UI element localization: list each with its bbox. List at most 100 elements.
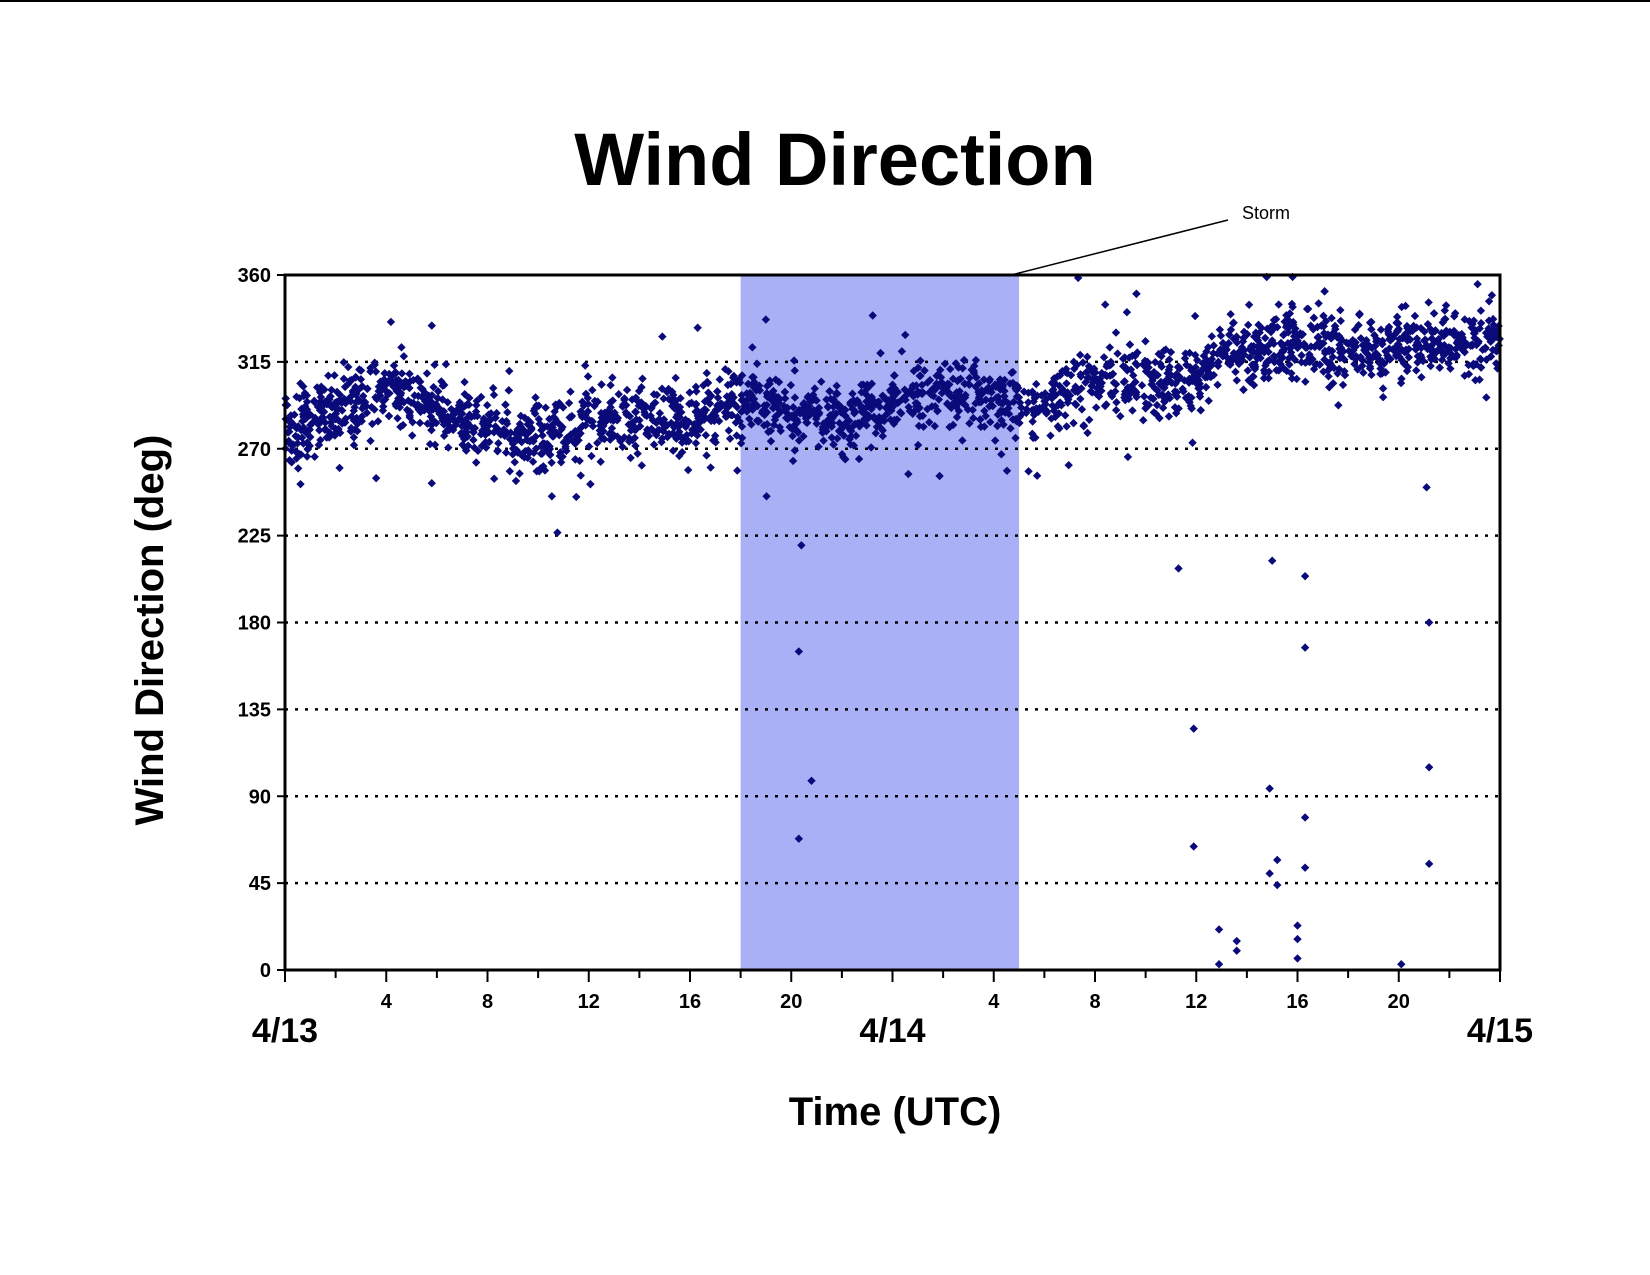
data-point — [1165, 394, 1175, 403]
data-point — [914, 421, 924, 431]
data-point — [1356, 334, 1366, 343]
data-point — [1297, 351, 1306, 360]
data-point — [1055, 381, 1064, 391]
data-point — [822, 395, 831, 404]
data-point — [810, 384, 819, 393]
data-point — [335, 463, 344, 473]
data-point — [757, 408, 767, 418]
data-point — [373, 417, 383, 426]
data-point — [543, 439, 552, 449]
data-point — [913, 387, 923, 397]
data-point — [710, 431, 720, 440]
data-point — [760, 401, 769, 410]
data-point — [668, 394, 678, 404]
data-point — [1139, 415, 1148, 425]
data-point — [1017, 409, 1026, 419]
data-point — [983, 386, 993, 396]
data-point — [1076, 370, 1085, 379]
data-point — [737, 422, 747, 431]
data-point — [1153, 370, 1162, 380]
data-point — [649, 440, 659, 449]
data-point — [503, 408, 512, 417]
data-point — [1449, 352, 1459, 362]
data-point — [979, 375, 989, 384]
data-point — [1328, 352, 1337, 362]
data-point — [1420, 336, 1429, 345]
data-point — [326, 418, 335, 427]
data-point — [1028, 433, 1038, 443]
data-point — [1069, 418, 1078, 428]
data-point — [1327, 313, 1336, 323]
data-point — [1112, 398, 1121, 407]
data-point — [597, 413, 607, 422]
data-point — [505, 435, 515, 444]
data-point — [1189, 724, 1198, 733]
data-point — [1351, 342, 1360, 351]
data-point — [1485, 333, 1494, 342]
data-point — [1232, 338, 1242, 347]
data-point — [1078, 358, 1088, 367]
data-point — [876, 348, 885, 358]
data-point — [1190, 311, 1200, 321]
data-point — [734, 375, 744, 384]
data-point — [693, 411, 702, 421]
data-point — [809, 390, 818, 400]
data-point — [517, 428, 526, 438]
data-point — [724, 397, 733, 406]
data-point — [315, 406, 325, 415]
data-point — [303, 438, 312, 447]
data-point — [1383, 353, 1393, 363]
data-point — [724, 426, 733, 435]
data-point — [1404, 353, 1414, 362]
top-border-line — [0, 0, 1650, 2]
x-axis-label: Time (UTC) — [789, 1090, 1002, 1134]
x-tick-label: 16 — [679, 991, 701, 1013]
data-point — [668, 446, 678, 455]
data-point — [715, 375, 724, 384]
data-point — [343, 379, 353, 389]
data-point — [631, 407, 640, 417]
data-point — [588, 385, 597, 395]
storm-annotation-label: Storm — [1242, 203, 1290, 223]
data-point — [327, 385, 336, 395]
data-point — [729, 371, 739, 381]
data-point — [491, 422, 500, 431]
data-point — [1471, 326, 1480, 335]
data-point — [1273, 880, 1282, 890]
data-point — [641, 401, 650, 411]
data-point — [1285, 309, 1295, 318]
data-point — [619, 400, 628, 409]
data-point — [668, 429, 677, 438]
data-point — [501, 400, 510, 409]
data-point — [1279, 330, 1288, 340]
data-point — [1184, 378, 1194, 387]
data-point — [600, 434, 609, 444]
data-point — [1032, 471, 1042, 480]
data-point — [745, 414, 754, 424]
data-point — [1245, 353, 1254, 362]
data-point — [1172, 392, 1182, 401]
data-point — [862, 397, 871, 406]
data-point — [1195, 392, 1205, 401]
y-tick-label-90: 90 — [249, 786, 271, 808]
data-point — [1335, 344, 1344, 353]
data-point — [959, 355, 969, 365]
data-point — [701, 430, 711, 440]
data-point — [676, 394, 685, 403]
data-point — [593, 397, 602, 406]
data-point — [1358, 340, 1368, 350]
data-point — [880, 416, 889, 426]
data-point — [1315, 360, 1324, 369]
data-point — [1091, 403, 1101, 412]
data-point — [1274, 300, 1283, 309]
data-point — [1049, 377, 1058, 386]
data-point — [352, 413, 361, 423]
data-point — [886, 386, 895, 395]
x-tick-label: 8 — [482, 991, 493, 1013]
data-point — [335, 390, 345, 400]
data-point — [992, 393, 1001, 402]
data-point — [586, 479, 595, 489]
data-point — [462, 446, 471, 455]
data-point — [422, 369, 432, 378]
data-point — [993, 410, 1003, 419]
